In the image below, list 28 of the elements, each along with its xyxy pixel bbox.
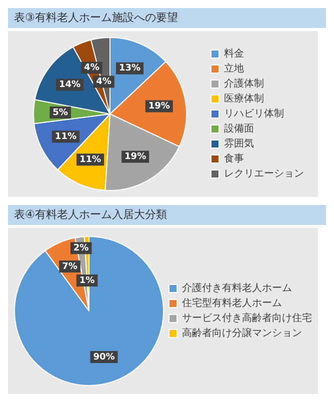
legend-label: 高齢者向け分譲マンション	[182, 327, 302, 340]
chart-title: 表④有料老人ホーム入居大分類	[8, 205, 326, 225]
data-label: 19%	[148, 102, 170, 112]
data-label: 5%	[52, 108, 68, 118]
data-label: 1%	[79, 276, 95, 286]
legend-label: 介護付き有料老人ホーム	[182, 282, 292, 294]
data-label: 4%	[96, 77, 112, 88]
data-label: 4%	[84, 63, 100, 74]
legend-label: レクリエーション	[224, 168, 304, 180]
legend-label: 料金	[224, 48, 244, 60]
legend-label: 医療体制	[224, 92, 264, 105]
data-label: 13%	[118, 64, 141, 74]
legend-label: 設備面	[224, 122, 254, 135]
data-label: 11%	[54, 132, 76, 142]
data-label: 90%	[93, 352, 115, 362]
data-label: 19%	[124, 152, 146, 162]
legend-label: リハビリ体制	[224, 108, 284, 120]
chart-title: 表③有料老人ホーム施設への要望	[8, 8, 326, 28]
legend-label: 雰囲気	[224, 138, 254, 150]
legend-label: サービス付き高齢者向け住宅	[182, 312, 312, 324]
legend-label: 介護体制	[224, 78, 264, 90]
data-label: 7%	[62, 262, 78, 272]
legend-label: 住宅型有料老人ホーム	[182, 297, 282, 310]
data-label: 2%	[73, 244, 89, 254]
data-label: 14%	[59, 80, 81, 90]
legend-label: 食事	[224, 152, 244, 165]
legend-label: 立地	[224, 62, 244, 75]
data-label: 11%	[79, 154, 102, 165]
